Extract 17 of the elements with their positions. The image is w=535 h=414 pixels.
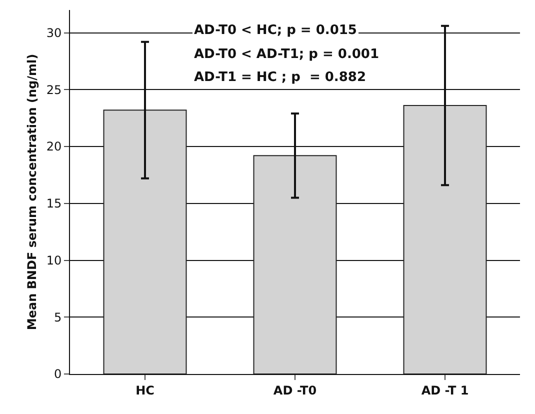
y-tick-label: 30 <box>46 26 62 40</box>
bar <box>253 155 337 374</box>
y-tick-label: 25 <box>46 82 62 97</box>
bar <box>403 105 487 374</box>
annotation: AD-T0 < AD-T1; p = 0.001 <box>194 47 380 62</box>
y-tick-label: 5 <box>54 310 62 324</box>
x-tick-label: HC <box>136 383 155 398</box>
y-tick-label: 15 <box>46 196 62 211</box>
y-axis-title: Mean BNDF serum concentration (ng/ml) <box>25 54 39 330</box>
x-tick-label: AD -T 1 <box>421 383 469 398</box>
annotation: AD-T1 = HC ; p = 0.882 <box>194 70 366 85</box>
y-tick-label: 20 <box>46 140 62 154</box>
y-tick-label: 0 <box>54 367 62 382</box>
annotation: AD-T0 < HC; p = 0.015 <box>194 23 357 38</box>
x-tick-label: AD -T0 <box>273 383 317 398</box>
y-tick-label: 10 <box>46 253 62 268</box>
bar <box>103 110 187 374</box>
